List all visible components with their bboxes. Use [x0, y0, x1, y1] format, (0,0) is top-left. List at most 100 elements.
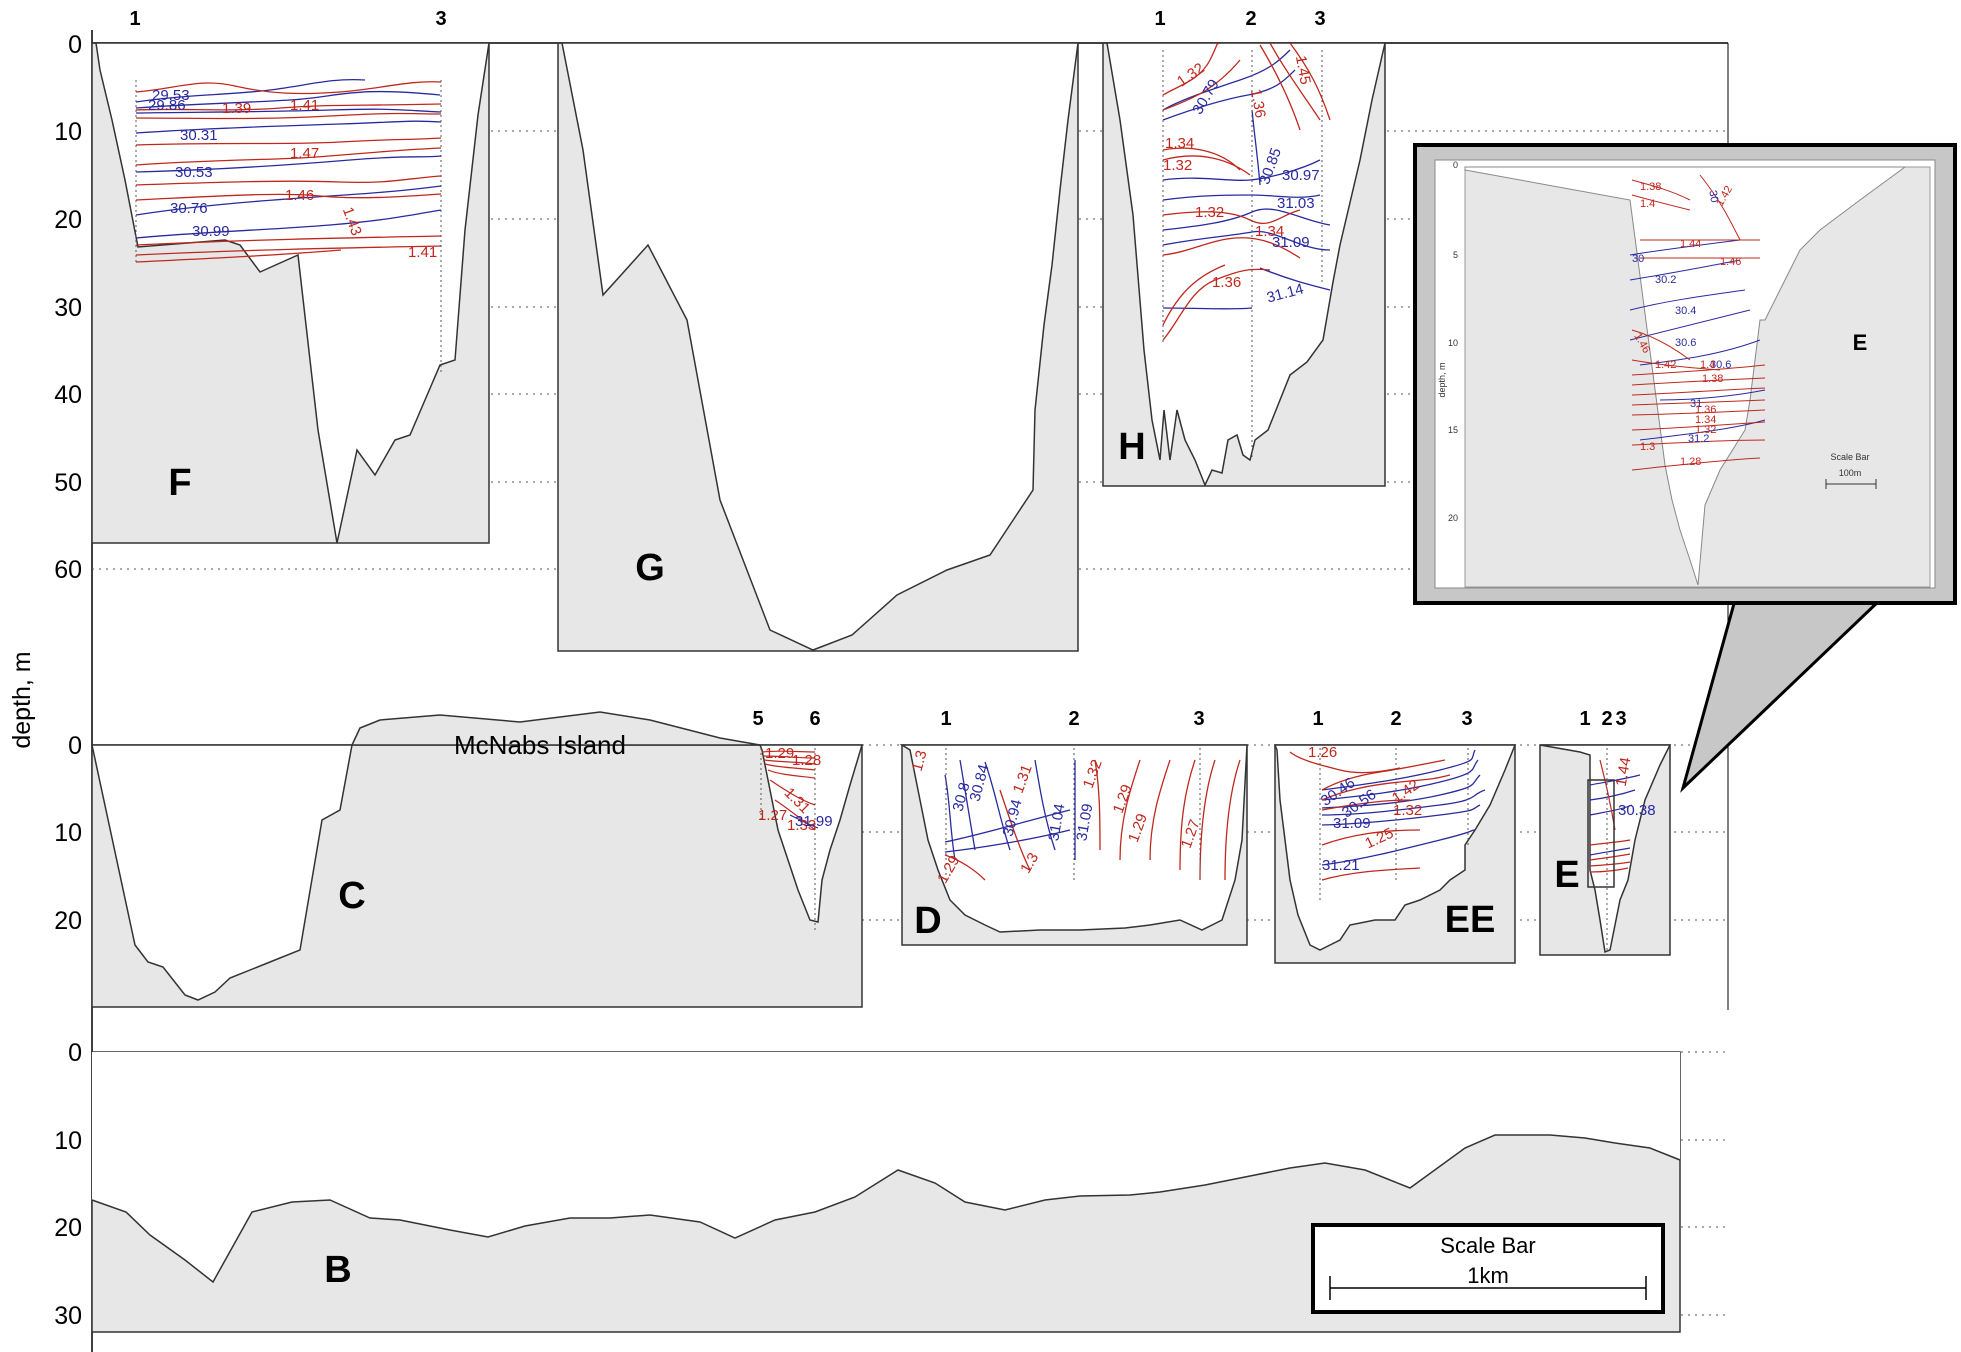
panel-e-isolines [1589, 759, 1641, 873]
panel-ee-station-label: 1 [1312, 708, 1323, 730]
tick-label-mid-10: 10 [54, 819, 82, 847]
tick-label-top-50: 50 [54, 469, 82, 497]
panel-d-salinity-isolines [944, 759, 1076, 861]
inset-salinity-label: 30 [1632, 253, 1644, 265]
panel-f-salinity-isolines [135, 79, 442, 239]
inset-panel-label: E [1853, 330, 1868, 355]
tick-label-top-30: 30 [54, 294, 82, 322]
panel-c-station-label: 5 [752, 708, 763, 730]
callout-pointer [1680, 598, 1884, 793]
panel-b-seafloor [91, 1134, 1681, 1284]
panel-h-density-isolines [1162, 43, 1331, 341]
inset-density-label: 1.44 [1680, 238, 1701, 250]
panel-f-density-label: 1.46 [285, 187, 314, 204]
panel-f-density-isolines [135, 81, 442, 263]
inset-scale-bar-title: Scale Bar [1830, 452, 1869, 462]
panel-e-label: E [1554, 854, 1579, 896]
panel-f-stations [135, 80, 442, 372]
panel-e-station-label: 1 [1579, 708, 1590, 730]
tick-label-bot-20: 20 [54, 1214, 82, 1242]
inset-salinity-label: 30 [1706, 189, 1720, 203]
panel-g-label: G [635, 547, 665, 589]
panel-b-water [92, 1052, 1680, 1282]
panel-c-station-label: 6 [809, 708, 820, 730]
y-axis-label: depth, m [8, 651, 36, 748]
panel-e-profile-box [1587, 779, 1615, 888]
panel-f: 29.53 29.86 30.31 30.53 30.76 30.99 1.41… [91, 8, 490, 544]
inset-density-label: 1.38 [1702, 373, 1723, 385]
scale-bar-1km: Scale Bar 1km [1311, 1223, 1665, 1314]
inset-tick-5: 5 [1453, 250, 1458, 260]
inset-callout: 0 5 10 15 20 depth, m 30 30 30.2 30.4 30… [1413, 143, 1957, 793]
inset-y-label: depth, m [1437, 362, 1447, 397]
panel-d-salinity-label: 31.04 [1045, 802, 1068, 842]
panel-ee-salinity-label: 31.21 [1322, 857, 1360, 874]
panel-d-station-label: 3 [1193, 708, 1204, 730]
panel-h-stations [1162, 50, 1323, 460]
panel-ee-label: EE [1445, 899, 1496, 941]
panel-f-station-label: 1 [129, 8, 140, 30]
panel-f-density-label: 1.39 [222, 100, 251, 117]
panel-b-label: B [324, 1249, 351, 1291]
panel-e: 30.38 1.44 1 2 3 E [1539, 708, 1672, 956]
inset-tick-20: 20 [1448, 513, 1458, 523]
panel-h-station-label: 1 [1154, 8, 1165, 30]
inset-density-label: 1.42 [1655, 359, 1676, 371]
inset-density-label: 1.4 [1700, 359, 1715, 371]
panel-d-label: D [914, 900, 941, 942]
panel-c-density-label: 1.28 [792, 752, 821, 769]
inset-density-label: 1.38 [1640, 181, 1661, 193]
inset-y-axis: 0 5 10 15 20 depth, m [1437, 160, 1458, 523]
panel-h-density-label: 1.36 [1212, 274, 1241, 291]
inset-salinity-label: 31 [1690, 398, 1702, 410]
panel-b: B Scale Bar 1km [91, 1051, 1681, 1333]
panel-d-stations [945, 748, 1201, 880]
panel-ee-station-label: 2 [1390, 708, 1401, 730]
inset-salinity-label: 30.6 [1710, 359, 1731, 371]
panel-d-density-label: 1.3 [909, 749, 931, 774]
tick-label-bot-10: 10 [54, 1127, 82, 1155]
scale-bar-box [1311, 1223, 1665, 1314]
tick-label-top-10: 10 [54, 118, 82, 146]
inset-density-label: 1.34 [1695, 414, 1716, 426]
inset-tick-10: 10 [1448, 338, 1458, 348]
panel-h-density-label: 1.32 [1163, 157, 1192, 174]
panel-h-station-label: 2 [1245, 8, 1256, 30]
panel-d-salinity-label: 31.09 [1073, 802, 1096, 842]
tick-label-top-0: 0 [68, 31, 82, 59]
inset-density-label: 1.46 [1720, 256, 1741, 268]
panel-c-density-label: 1.33 [787, 817, 816, 834]
panel-e-salinity-label: 30.38 [1618, 802, 1656, 819]
inset-tick-0: 0 [1453, 160, 1458, 170]
panel-h-salinity-label: 31.09 [1272, 234, 1310, 251]
panel-f-salinity-label: 30.99 [192, 223, 230, 240]
panel-e-water [1539, 744, 1672, 954]
inset-salinity-label: 30.4 [1675, 305, 1696, 317]
inset-density-label: 1.36 [1695, 404, 1716, 416]
panel-h-density-label: 1.34 [1165, 135, 1194, 152]
tick-label-mid-20: 20 [54, 907, 82, 935]
panel-f-water [92, 42, 490, 544]
inset-tick-15: 15 [1448, 425, 1458, 435]
panel-h-density-label: 1.34 [1255, 223, 1284, 240]
mcnabs-island [350, 711, 761, 746]
panel-c-water-right [758, 744, 864, 923]
panel-h-water [1103, 42, 1386, 487]
inset-salinity-label: 31.2 [1688, 433, 1709, 445]
panel-ee-density-label: 1.32 [1393, 802, 1422, 819]
panel-f-station-label: 3 [435, 8, 446, 30]
panel-f-salinity-label: 29.86 [148, 97, 186, 114]
panel-d: 30.8 30.84 30.94 31.04 31.09 1.3 1.31 1.… [899, 708, 1248, 946]
inset-density-label: 1.4 [1640, 198, 1655, 210]
panel-h-salinity-label: 31.03 [1277, 195, 1315, 212]
panel-c-water-left [91, 744, 353, 1001]
panel-c-density-label: 1.29 [765, 745, 794, 762]
mcnabs-island-label: McNabs Island [454, 730, 626, 760]
panel-f-salinity-label: 30.76 [170, 200, 208, 217]
panel-h: 30.79 30.85 30.97 31.03 31.09 31.14 1.32… [1102, 8, 1386, 487]
panel-g-water [558, 42, 1079, 651]
panel-h-salinity-label: 30.97 [1282, 167, 1320, 184]
panel-f-density-label: 1.41 [408, 244, 437, 261]
panel-h-density-label: 1.32 [1195, 204, 1224, 221]
